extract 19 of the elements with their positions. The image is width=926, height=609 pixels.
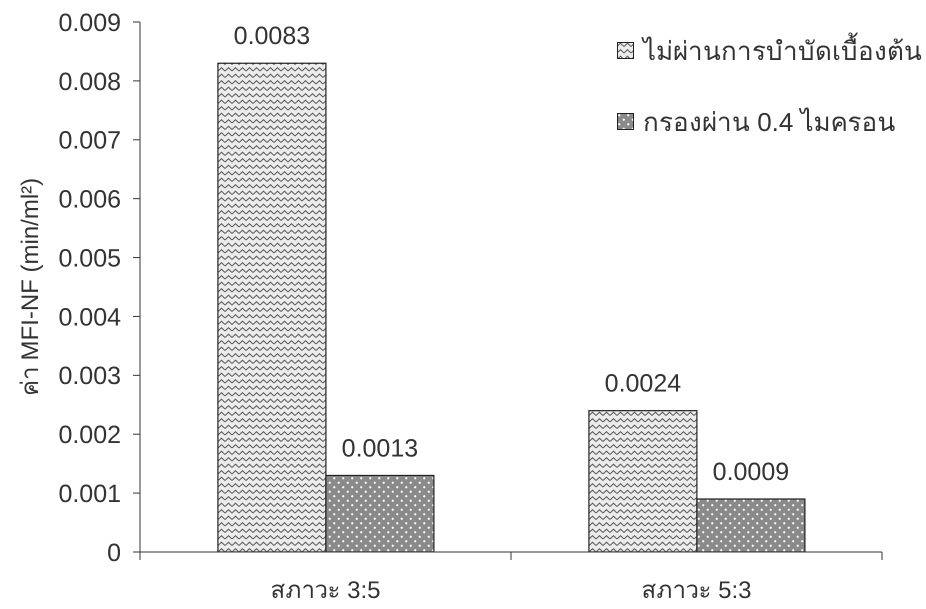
y-tick-label: 0.007	[58, 126, 121, 155]
y-tick-label: 0.003	[58, 362, 121, 390]
y-tick-label: 0.001	[58, 480, 121, 508]
y-axis-title: ค่า MFI-NF (min/ml²)	[16, 178, 44, 396]
legend-label: ไม่ผ่านการบำบัดเบื้องต้น	[643, 32, 922, 68]
y-tick-label: 0.009	[58, 8, 121, 37]
y-tick-label: 0.002	[58, 421, 121, 450]
y-tick-label: 0.005	[58, 244, 121, 272]
x-tick-label: สภาวะ 5:3	[641, 577, 752, 604]
y-tick-label: 0.006	[58, 186, 121, 214]
data-label: 0.0083	[234, 22, 310, 50]
data-label: 0.0024	[604, 370, 682, 398]
y-tick-label: 0.004	[58, 303, 122, 332]
data-label: 0.0013	[342, 434, 418, 462]
x-tick-label: สภาวะ 3:5	[270, 577, 381, 604]
legend-label: กรองผ่าน 0.4 ไมครอน	[643, 106, 896, 139]
y-tick-label: 0.008	[58, 68, 121, 96]
y-tick-label: 0	[107, 538, 121, 567]
data-label: 0.0009	[712, 458, 790, 486]
